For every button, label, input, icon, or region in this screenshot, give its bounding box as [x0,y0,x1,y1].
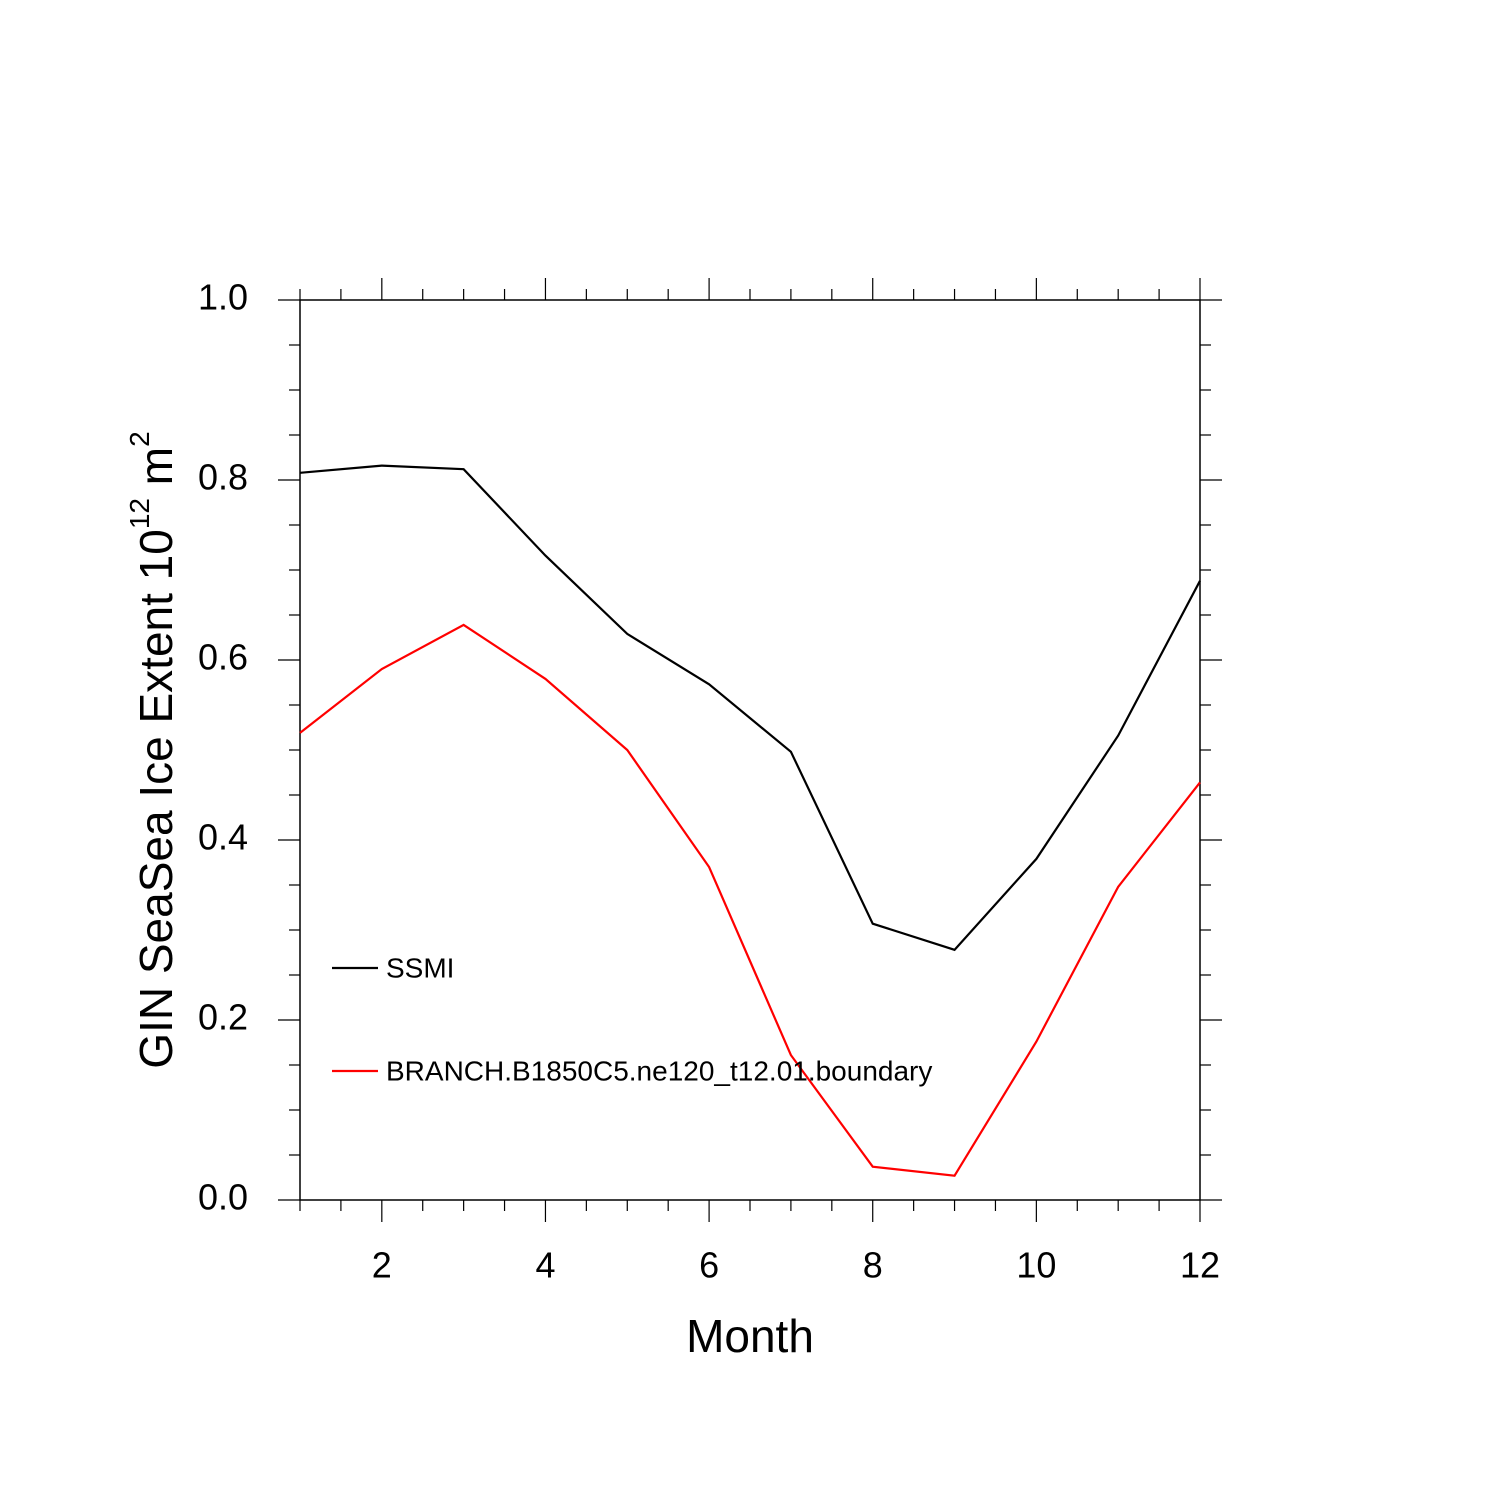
x-tick-label: 12 [1180,1245,1220,1286]
y-tick-label: 1.0 [198,277,248,318]
y-tick-label: 0.4 [198,817,248,858]
x-tick-label: 2 [372,1245,392,1286]
series-line [299,464,1201,952]
x-tick-label: 10 [1016,1245,1056,1286]
y-tick-label: 0.6 [198,637,248,678]
y-label-sup: 12 [124,498,155,529]
y-label-unit: m [130,447,182,498]
x-tick-label: 6 [699,1245,719,1286]
y-tick-label: 0.2 [198,997,248,1038]
x-tick-label: 4 [535,1245,555,1286]
x-tick-label: 8 [863,1245,883,1286]
legend-label: BRANCH.B1850C5.ne120_t12.01.boundary [386,1055,932,1086]
legend-label: SSMI [386,952,454,983]
y-tick-label: 0.8 [198,457,248,498]
y-tick-label: 0.0 [198,1177,248,1218]
y-label-main: GIN SeaSea Ice Extent 10 [130,529,182,1069]
x-axis-label: Month [686,1310,814,1362]
y-axis-label: GIN SeaSea Ice Extent 1012 m2 [124,431,182,1068]
y-label-sup: 2 [124,431,155,447]
series-line [299,623,1201,1177]
